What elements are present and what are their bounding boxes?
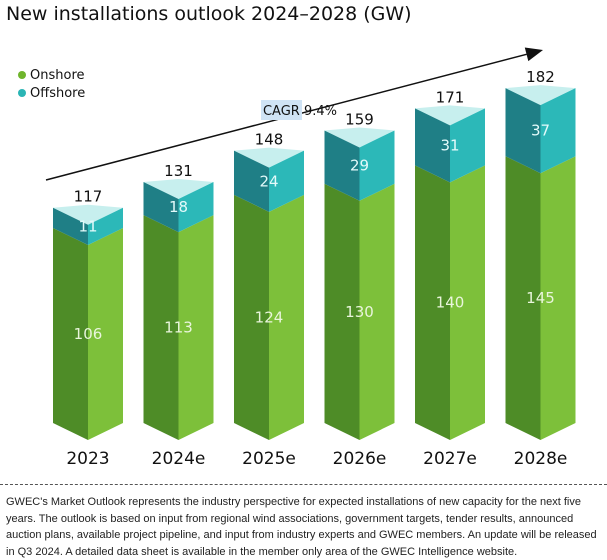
bar-cap-2026e [324,127,395,148]
bar-offshore-2023-right-face [88,207,123,245]
value-label-offshore-2027e: 31 [440,136,459,154]
bar-onshore-2023-right-face [88,227,123,440]
bar-onshore-2028e [505,156,576,440]
value-label-offshore-2025e: 24 [259,172,278,190]
bar-onshore-2025e [234,194,304,440]
footnote: GWEC's Market Outlook represents the ind… [6,496,597,558]
bar-onshore-2027e-right-face [450,165,485,440]
bar-offshore-2026e [324,130,395,201]
bar-offshore-2024e-right-face [178,181,214,233]
bar-onshore-2024e-left-face [143,215,179,440]
bar-onshore-2023 [53,227,123,440]
legend-swatch-onshore [18,71,26,79]
bar-offshore-2025e [234,150,304,212]
total-label-2027e: 171 [436,88,465,106]
labels-layer: 106 11 117 2023 113 18 131 2024e 124 24 148 2025e 13… [66,68,567,469]
bar-cap-2023 [53,204,123,225]
bar-onshore-2028e-left-face [505,156,541,440]
category-label-2026e: 2026e [333,449,387,469]
value-label-offshore-2024e: 18 [169,198,188,216]
value-label-onshore-2024e: 113 [164,319,193,337]
bar-cap-2025e [234,147,304,168]
bar-onshore-2028e-right-face [540,156,576,440]
bar-onshore-2025e-right-face [269,194,304,440]
bar-onshore-2023-left-face [53,227,88,440]
bar-offshore-2023 [53,207,123,245]
bars-layer [53,85,576,441]
cagr-label-highlight [261,100,302,120]
bar-onshore-2026e-right-face [359,183,395,441]
value-label-onshore-2025e: 124 [255,308,284,326]
bar-offshore-2025e-right-face [269,150,304,212]
bar-offshore-2027e-right-face [450,108,485,183]
value-label-onshore-2028e: 145 [526,289,555,307]
legend-label-onshore: Onshore [30,67,85,83]
bar-offshore-2026e-left-face [324,130,360,201]
legend-item-onshore: Onshore [18,66,85,84]
total-label-2028e: 182 [526,68,555,86]
value-label-onshore-2023: 106 [74,325,103,343]
bar-cap-2027e [415,105,485,126]
category-label-2023: 2023 [66,449,109,469]
legend: Onshore Offshore [18,66,85,102]
bar-offshore-2028e [505,88,576,174]
value-label-offshore-2026e: 29 [350,157,369,175]
value-label-offshore-2028e: 37 [531,122,550,140]
value-label-onshore-2026e: 130 [345,303,374,321]
bar-onshore-2024e-right-face [178,215,214,440]
total-label-2023: 117 [74,188,103,206]
legend-item-offshore: Offshore [18,84,85,102]
bar-offshore-2028e-right-face [540,88,576,174]
category-label-2027e: 2027e [423,449,477,469]
bar-offshore-2024e-left-face [143,181,179,233]
cagr-arrow-head [524,47,543,62]
bar-offshore-2025e-left-face [234,150,269,212]
bar-offshore-2023-left-face [53,207,88,245]
bar-offshore-2026e-right-face [359,130,395,201]
bar-onshore-2024e [143,215,214,440]
bar-onshore-2026e-left-face [324,183,360,441]
category-label-2028e: 2028e [514,449,568,469]
chart: 106 11 117 2023 113 18 131 2024e 124 24 148 2025e 13… [45,47,576,469]
bar-offshore-2027e [415,108,485,183]
cagr-label: CAGR 9.4% [263,104,337,119]
bar-cap-2024e [143,178,214,199]
total-label-2026e: 159 [345,110,374,128]
total-label-2025e: 148 [255,131,284,149]
value-label-offshore-2023: 11 [78,217,97,235]
legend-swatch-offshore [18,89,26,97]
bar-offshore-2024e [143,181,214,233]
bar-onshore-2027e [415,165,485,440]
chart-title: New installations outlook 2024–2028 (GW) [6,3,412,25]
bar-onshore-2027e-left-face [415,165,450,440]
bar-onshore-2026e [324,183,395,441]
category-label-2025e: 2025e [242,449,296,469]
category-label-2024e: 2024e [152,449,206,469]
bar-offshore-2027e-left-face [415,108,450,183]
bar-cap-2028e [505,85,576,106]
bar-onshore-2025e-left-face [234,194,269,440]
bar-offshore-2028e-left-face [505,88,541,174]
footnote-divider [0,484,607,485]
value-label-onshore-2027e: 140 [436,294,465,312]
cagr-arrow [45,47,543,181]
total-label-2024e: 131 [164,162,193,180]
legend-label-offshore: Offshore [30,85,86,101]
